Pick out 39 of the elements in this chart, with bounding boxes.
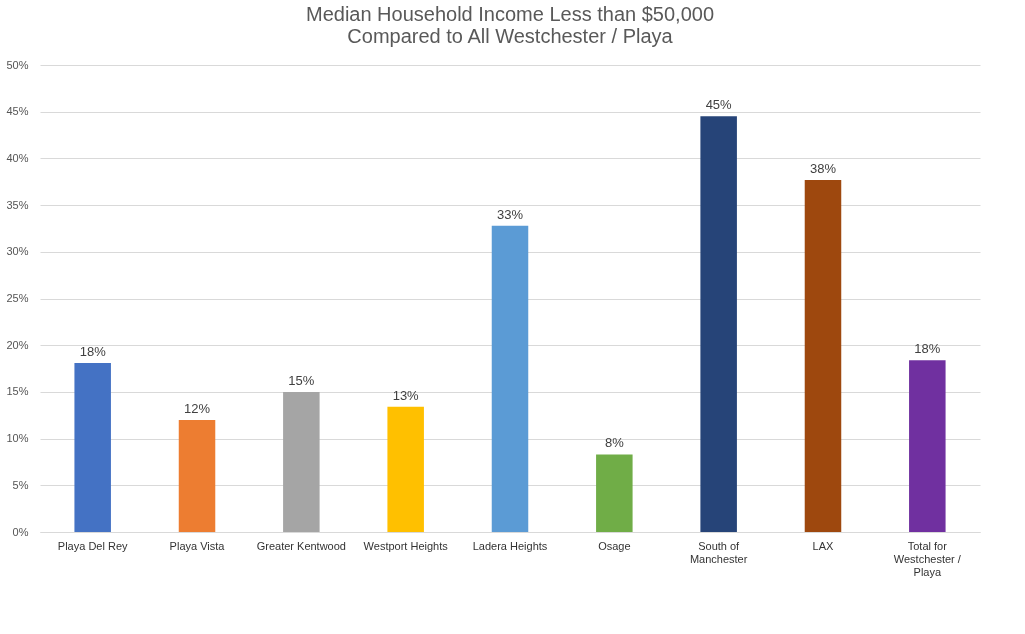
y-tick-label: 35% [6,198,29,211]
x-tick-label: Greater Kentwood [256,539,346,552]
y-tick-label: 50% [6,58,29,71]
bar [283,391,320,532]
y-tick-label: 15% [6,385,29,398]
x-tick-label: Total for Westchester / Playa [893,539,962,578]
data-label: 12% [184,400,211,416]
data-label: 38% [809,160,837,176]
data-label: 8% [604,435,625,451]
bar [804,179,842,532]
x-tick-label: Playa Del Rey [57,539,129,552]
y-tick-label: 5% [12,478,29,491]
data-label: 18% [914,341,941,357]
data-label: 15% [288,372,315,388]
y-tick-label: 45% [6,105,29,118]
bar [178,419,216,532]
y-tick-label: 10% [6,432,29,445]
x-tick-label: Westport Heights [363,539,449,552]
x-tick-label: South of Manchester [689,539,748,565]
data-label: 33% [496,206,524,222]
y-tick-label: 0% [12,525,29,538]
x-tick-label: LAX [812,539,835,552]
data-label: 45% [705,97,733,113]
data-label: 13% [392,387,420,403]
x-tick-label: Playa Vista [169,539,226,552]
bar [909,360,946,532]
bar [387,406,424,532]
data-label: 18% [79,343,107,359]
y-tick-label: 25% [6,292,29,304]
y-tick-label: 20% [6,338,29,351]
x-tick-label: Osage [598,539,631,552]
x-tick-label: Ladera Heights [472,539,548,552]
bar [491,225,529,532]
y-tick-label: 40% [6,151,29,164]
bar [74,362,111,532]
bar [596,454,633,532]
y-tick-label: 30% [6,245,29,258]
chart-title: Median Household Income Less than $50,000 Compared to All Westchester / Playa [305,3,715,47]
bar [700,116,737,532]
